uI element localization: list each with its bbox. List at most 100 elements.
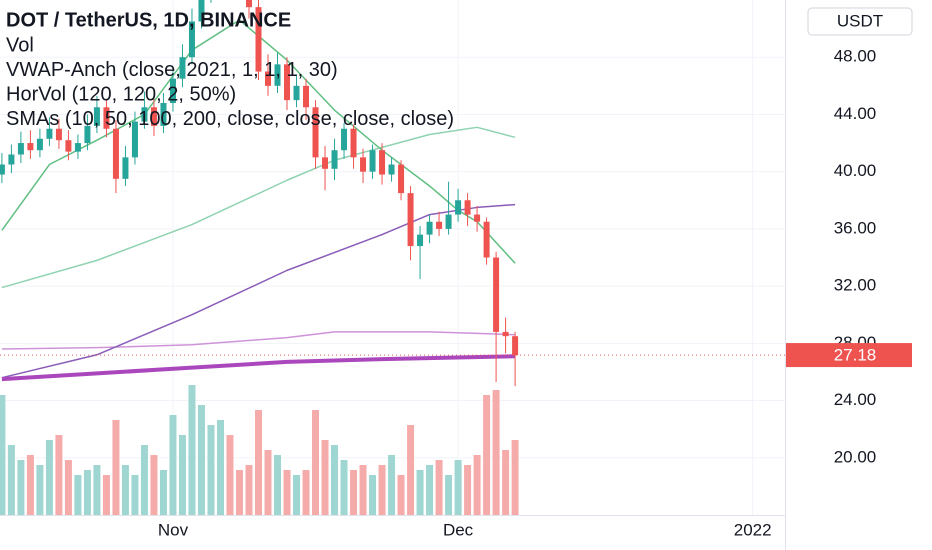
candle-body [84, 125, 91, 144]
candle-body [483, 221, 490, 258]
currency-label[interactable]: USDT [837, 11, 883, 30]
y-tick-label: 20.00 [834, 447, 877, 466]
candle-body [360, 157, 367, 172]
volume-bar [331, 445, 339, 515]
y-tick-label: 36.00 [834, 218, 877, 237]
y-tick-label: 40.00 [834, 161, 877, 180]
volume-bar [483, 395, 491, 515]
volume-bar [112, 420, 120, 515]
candle-body [141, 107, 148, 122]
volume-bar [169, 415, 177, 515]
volume-bar [340, 460, 348, 515]
candle-body [284, 64, 291, 101]
candle-body [150, 107, 157, 126]
volume-bar [121, 465, 129, 515]
candle-body [322, 157, 329, 169]
candle-body [8, 154, 15, 165]
candle-body [512, 336, 519, 356]
volume-bar [464, 465, 472, 515]
candle-body [369, 150, 376, 172]
candle-body [46, 128, 53, 139]
volume-bar [492, 390, 500, 515]
y-tick-label: 48.00 [834, 47, 877, 66]
candle-body [0, 164, 5, 175]
candle-body [255, 7, 262, 72]
candle-body [417, 234, 424, 247]
volume-bar [74, 475, 82, 515]
candle-body [350, 128, 357, 158]
volume-bar [93, 465, 101, 515]
volume-bar [511, 440, 519, 515]
volume-bar [283, 470, 291, 515]
candle-body [245, 0, 252, 8]
volume-bar [207, 425, 215, 515]
last-price-box [786, 343, 912, 368]
volume-bar [435, 460, 443, 515]
x-tick-label: Dec [443, 520, 474, 539]
candle-body [274, 64, 281, 86]
candle-body [398, 164, 405, 194]
volume-bar [369, 475, 377, 515]
candle-body [36, 138, 43, 151]
y-axis: 20.0024.0028.0032.0036.0040.0044.0048.00… [786, 47, 912, 466]
candle-body [502, 331, 509, 337]
candle-body [464, 200, 471, 215]
volume-bar [254, 410, 262, 515]
volume-bar [502, 450, 510, 515]
plot-area: DOT / TetherUS, 1D, BINANCE Vol VWAP-Anch … [0, 0, 785, 515]
candle-body [27, 143, 34, 151]
candle-body [131, 121, 138, 158]
candle-body [455, 200, 462, 215]
candle-body [303, 85, 310, 108]
volume-bar [426, 465, 434, 515]
volume-bar [454, 460, 462, 515]
indicator-label: VWAP-Anch (close, 2021, 1, 1, 1, 30) [6, 59, 338, 81]
candle-body [169, 78, 176, 103]
volume-bar [83, 470, 91, 515]
indicator-label: SMAs (10, 50, 100, 200, close, close, cl… [6, 108, 454, 130]
volume-bar [388, 455, 396, 515]
indicator-label: HorVol (120, 120, 2, 50%) [6, 83, 236, 105]
volume-bar [55, 435, 63, 515]
currency-button[interactable] [807, 7, 913, 36]
volume-bar [350, 470, 358, 515]
candle-body [312, 107, 319, 158]
volume-bar [226, 435, 234, 515]
volume-bar [178, 435, 186, 515]
candle-body [379, 150, 386, 175]
candle-body [445, 214, 452, 229]
candle-body [198, 0, 205, 22]
y-tick-label: 24.00 [834, 390, 877, 409]
volume-bar [131, 475, 139, 515]
candle-body [55, 128, 62, 141]
candle-body [265, 71, 272, 86]
volume-bar [45, 440, 53, 515]
x-tick-label: Nov [158, 520, 189, 539]
candle-body [293, 85, 300, 101]
candle-body [160, 103, 167, 126]
volume-bar [274, 455, 282, 515]
sma-line [1, 331, 516, 350]
volume-bar [378, 465, 386, 515]
candle-body [103, 107, 110, 129]
candle-body [179, 57, 186, 79]
volume-bar [445, 475, 453, 515]
volume-bar [245, 465, 253, 515]
volume-bar [140, 445, 148, 515]
volume-bar [264, 450, 272, 515]
candle-body [188, 21, 195, 58]
candle-body [65, 140, 72, 152]
candle-body [122, 157, 129, 179]
candle-body [93, 107, 100, 126]
candle-body [17, 143, 24, 155]
candle-body [112, 128, 119, 179]
volume-bar [397, 475, 405, 515]
volume-bar [188, 385, 196, 515]
volume-bar [150, 455, 158, 515]
vwap-line [1, 354, 516, 382]
volume-bar [293, 475, 301, 515]
x-axis: Nov Dec 2022 [158, 520, 772, 539]
volume-bar [302, 470, 310, 515]
volume-bar [102, 475, 110, 515]
